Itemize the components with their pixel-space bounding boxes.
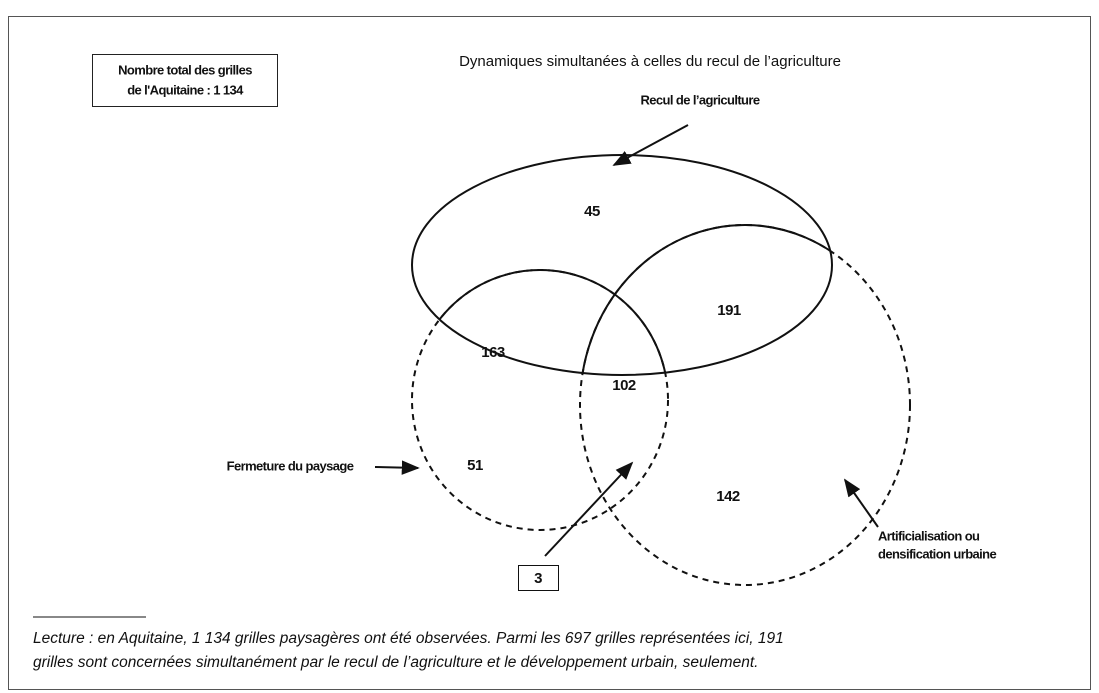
fermeture-solid: [412, 269, 669, 375]
arrow: [374, 460, 420, 475]
note-line: Lecture : en Aquitaine, 1 134 grilles pa…: [33, 630, 784, 647]
set-label: Fermeture du paysage: [227, 458, 354, 473]
count-box: [518, 565, 559, 591]
region-count: 142: [716, 488, 740, 505]
arrows: [374, 124, 879, 557]
set-label: Artificialisation ou: [878, 528, 980, 543]
region-count: 51: [467, 457, 483, 474]
frame: [8, 16, 1091, 690]
region-count: 163: [481, 344, 505, 361]
total-line: Nombre total des grilles: [118, 62, 252, 77]
artificialisation-circle: [579, 224, 911, 586]
region-count: 191: [717, 302, 741, 319]
arrow: [843, 478, 879, 528]
total-line: de l'Aquitaine : 1 134: [127, 82, 244, 97]
total-box: [92, 54, 278, 107]
region-count: 3: [534, 570, 542, 587]
region-count: 102: [612, 377, 636, 394]
venn: [411, 154, 911, 586]
arrow: [612, 124, 689, 166]
subtitle: Dynamiques simultanées à celles du recul…: [459, 53, 841, 70]
artificialisation-solid: [579, 224, 832, 375]
note-line: grilles sont concernées simultanément pa…: [33, 654, 758, 671]
set-label: Recul de l’agriculture: [640, 92, 759, 107]
set-label: densification urbaine: [878, 546, 997, 561]
arrow: [544, 461, 634, 557]
region-count: 45: [584, 203, 600, 220]
